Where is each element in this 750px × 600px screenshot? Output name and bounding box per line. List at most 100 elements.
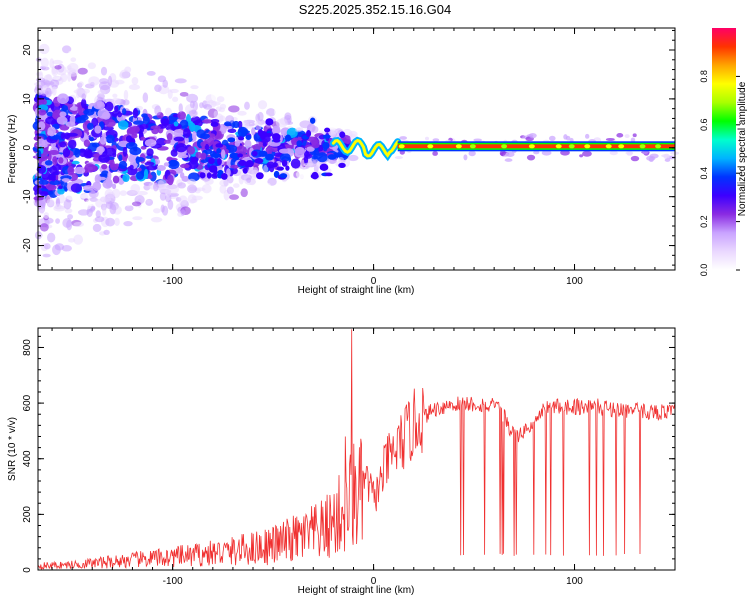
spectral-energy-blob xyxy=(43,243,51,250)
spectral-energy-blob xyxy=(130,125,140,134)
spectral-energy-blob xyxy=(39,43,50,55)
spectral-energy-blob xyxy=(200,141,206,148)
spectral-energy-blob xyxy=(206,172,212,179)
spectral-energy-blob xyxy=(82,185,95,191)
spectral-energy-blob xyxy=(299,120,312,129)
spectral-energy-blob xyxy=(161,205,169,216)
spectral-energy-blob xyxy=(49,79,60,88)
spectral-energy-blob xyxy=(105,134,115,144)
spectral-energy-blob xyxy=(80,98,87,110)
spectral-energy-blob xyxy=(84,163,96,173)
spectral-energy-blob xyxy=(123,220,133,227)
spectral-energy-blob xyxy=(43,212,50,220)
spectral-energy-blob xyxy=(59,141,67,148)
spectral-energy-blob xyxy=(71,160,80,165)
signal-band-knot xyxy=(427,144,434,149)
colorbar-tick-label: 0.2 xyxy=(699,215,709,228)
spectral-energy-blob xyxy=(37,121,46,131)
spectral-energy-blob xyxy=(322,134,331,139)
spectral-energy-blob xyxy=(582,150,592,157)
spectral-energy-blob xyxy=(146,71,156,76)
spectral-energy-blob xyxy=(309,117,316,124)
spectral-energy-blob xyxy=(213,110,218,118)
spectral-energy-blob xyxy=(96,176,107,181)
spectral-energy-blob xyxy=(200,133,210,140)
spectral-energy-blob xyxy=(565,135,571,141)
spectral-energy-blob xyxy=(136,190,148,196)
spectral-energy-blob xyxy=(49,58,55,69)
spectral-energy-blob xyxy=(72,193,78,202)
spectral-energy-blob xyxy=(135,156,145,162)
spectral-energy-blob xyxy=(394,156,403,160)
spectral-energy-blob xyxy=(504,158,513,162)
figure-title: S225.2025.352.15.16.G04 xyxy=(299,2,452,17)
spectral-energy-blob xyxy=(74,116,87,124)
spectral-energy-blob xyxy=(338,156,344,163)
spectral-energy-blob xyxy=(178,195,188,205)
spectral-energy-blob xyxy=(67,165,75,176)
spectral-energy-blob xyxy=(112,175,120,184)
spectral-energy-blob xyxy=(143,168,149,179)
spectral-energy-blob xyxy=(163,139,171,144)
spectral-energy-blob xyxy=(56,116,68,125)
spectral-energy-blob xyxy=(58,193,65,204)
spectral-energy-blob xyxy=(252,150,258,157)
spectral-energy-blob xyxy=(77,104,83,115)
spectral-energy-blob xyxy=(65,121,76,128)
spectral-energy-blob xyxy=(175,143,187,153)
spectral-energy-blob xyxy=(251,127,256,136)
spec-y-tick-label: 10 xyxy=(22,93,33,105)
spectral-energy-blob xyxy=(173,128,184,137)
spectral-energy-blob xyxy=(94,125,102,134)
spectral-energy-blob xyxy=(265,118,274,126)
spectral-energy-blob xyxy=(92,223,102,233)
spectral-energy-blob xyxy=(66,68,77,75)
colorbar: 0.0 0.2 0.4 0.6 0.8 Normalized spectral ampl… xyxy=(699,28,748,276)
spectral-energy-blob xyxy=(216,130,222,139)
spectral-energy-blob xyxy=(541,150,552,156)
spectral-energy-blob xyxy=(226,186,234,195)
spectral-energy-blob xyxy=(661,154,670,158)
spectral-energy-blob xyxy=(252,143,261,152)
spectral-energy-blob xyxy=(124,205,134,212)
spectral-energy-blob xyxy=(129,164,134,171)
spectral-energy-blob xyxy=(295,127,302,133)
spectral-energy-blob xyxy=(123,89,129,101)
spectral-energy-blob xyxy=(327,154,337,160)
spectral-energy-blob xyxy=(137,167,142,172)
spectral-energy-blob xyxy=(74,166,86,175)
spectral-energy-blob xyxy=(155,95,164,102)
spectral-energy-blob xyxy=(150,216,163,223)
spectral-energy-blob xyxy=(272,162,278,168)
spectral-energy-blob xyxy=(221,149,226,160)
spectral-energy-blob xyxy=(142,92,149,103)
spectral-energy-blob xyxy=(40,79,51,88)
spectral-energy-blob xyxy=(296,140,303,147)
spectral-energy-blob xyxy=(97,89,106,95)
spectral-energy-blob xyxy=(51,44,59,49)
spectral-energy-blob xyxy=(230,164,239,169)
snr-y-tick-label: 800 xyxy=(22,339,33,356)
spectral-energy-blob xyxy=(49,180,62,186)
spectral-energy-blob xyxy=(160,118,170,126)
spectral-energy-blob xyxy=(52,86,57,96)
spectral-energy-blob xyxy=(77,86,83,93)
spectral-energy-blob xyxy=(67,71,72,82)
spectral-energy-blob xyxy=(266,108,276,117)
spectral-energy-blob xyxy=(257,129,264,137)
snr-x-tick-label: 0 xyxy=(371,576,377,587)
spectral-energy-blob xyxy=(257,100,268,110)
spectral-energy-blob xyxy=(166,133,173,141)
spectral-energy-blob xyxy=(226,168,231,177)
spectral-energy-blob xyxy=(237,153,244,158)
spectral-energy-blob xyxy=(272,138,281,143)
spectral-energy-blob xyxy=(105,217,116,227)
spectral-energy-blob xyxy=(52,59,63,65)
spectral-energy-blob xyxy=(177,111,186,120)
spectral-energy-blob xyxy=(276,166,284,171)
spectral-energy-blob xyxy=(212,153,220,159)
spectral-energy-blob xyxy=(254,158,264,164)
spectral-energy-blob xyxy=(104,101,114,112)
